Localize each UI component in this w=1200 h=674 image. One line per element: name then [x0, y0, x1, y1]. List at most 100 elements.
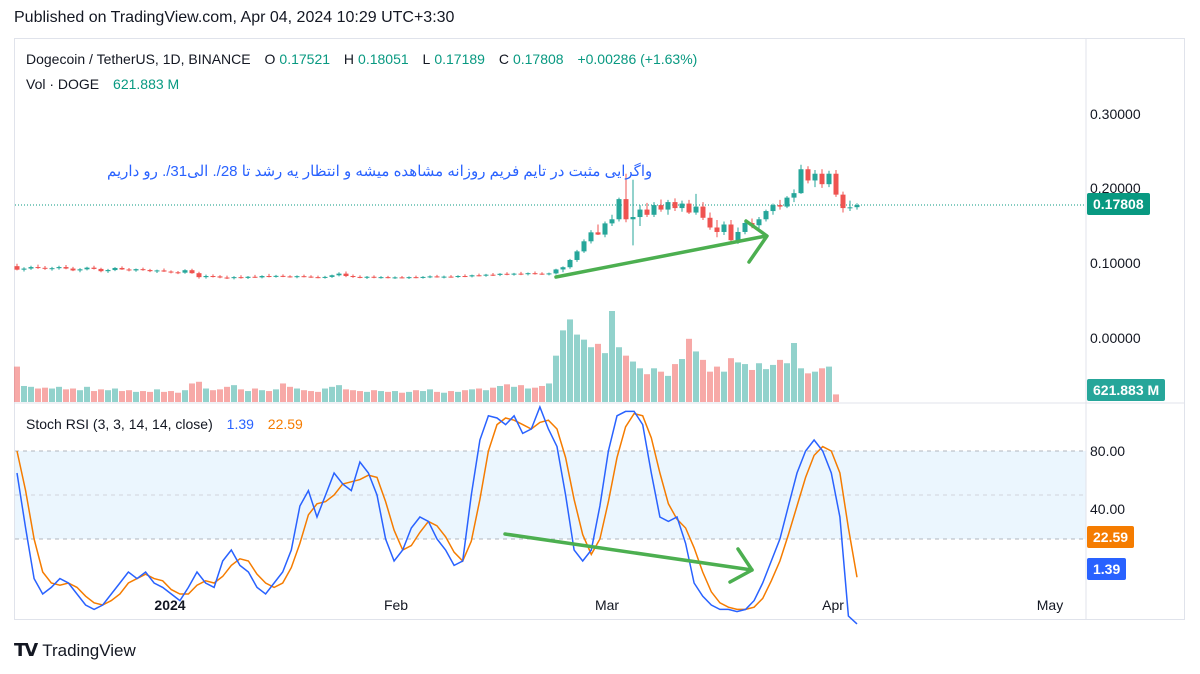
- candle[interactable]: [686, 199, 692, 215]
- candle[interactable]: [798, 164, 804, 194]
- volume-bar[interactable]: [91, 391, 97, 402]
- volume-bar[interactable]: [161, 391, 167, 402]
- volume-bar[interactable]: [441, 392, 447, 402]
- candle[interactable]: [77, 268, 83, 273]
- candle[interactable]: [609, 214, 615, 226]
- volume-bar[interactable]: [301, 390, 307, 402]
- candle[interactable]: [378, 276, 384, 279]
- volume-bar[interactable]: [371, 390, 377, 402]
- volume-bar[interactable]: [98, 389, 104, 402]
- volume-bar[interactable]: [455, 391, 461, 402]
- volume-bar[interactable]: [469, 389, 475, 402]
- volume-bar[interactable]: [476, 388, 482, 402]
- candle[interactable]: [245, 276, 251, 280]
- volume-bar[interactable]: [385, 391, 391, 402]
- candle[interactable]: [763, 209, 769, 222]
- volume-bar[interactable]: [203, 388, 209, 402]
- volume-bar[interactable]: [35, 388, 41, 402]
- candle[interactable]: [420, 276, 426, 279]
- volume-bar[interactable]: [749, 369, 755, 402]
- candle[interactable]: [826, 170, 832, 188]
- volume-bar[interactable]: [735, 362, 741, 402]
- volume-bar[interactable]: [504, 384, 510, 402]
- candle[interactable]: [728, 220, 734, 244]
- candle[interactable]: [119, 266, 125, 270]
- candle[interactable]: [637, 205, 643, 226]
- volume-bar[interactable]: [630, 361, 636, 402]
- candle[interactable]: [21, 267, 27, 272]
- candle[interactable]: [42, 265, 48, 270]
- candle[interactable]: [546, 272, 552, 276]
- volume-bar[interactable]: [553, 355, 559, 402]
- candle[interactable]: [427, 275, 433, 279]
- volume-bar[interactable]: [21, 385, 27, 402]
- volume-bar[interactable]: [210, 390, 216, 402]
- volume-bar[interactable]: [357, 391, 363, 402]
- stoch-rsi-d-line[interactable]: [16, 412, 858, 611]
- volume-bar[interactable]: [392, 391, 398, 402]
- volume-bar[interactable]: [56, 386, 62, 402]
- volume-bar[interactable]: [784, 363, 790, 402]
- volume-bar[interactable]: [448, 391, 454, 402]
- volume-bar[interactable]: [364, 391, 370, 402]
- candle[interactable]: [196, 271, 202, 279]
- candle[interactable]: [322, 275, 328, 279]
- candle[interactable]: [742, 221, 748, 235]
- volume-bar[interactable]: [616, 347, 622, 402]
- candle[interactable]: [182, 269, 188, 274]
- volume-bar[interactable]: [154, 389, 160, 402]
- candle[interactable]: [287, 275, 293, 278]
- candle[interactable]: [168, 270, 174, 274]
- volume-bar[interactable]: [560, 330, 566, 402]
- volume-bar[interactable]: [714, 366, 720, 402]
- candle[interactable]: [301, 274, 307, 278]
- volume-bar[interactable]: [238, 389, 244, 402]
- volume-bar[interactable]: [574, 334, 580, 402]
- volume-bar[interactable]: [770, 364, 776, 402]
- volume-bar[interactable]: [742, 364, 748, 402]
- candle[interactable]: [84, 266, 90, 271]
- volume-bar[interactable]: [308, 391, 314, 402]
- volume-bar[interactable]: [812, 371, 818, 402]
- candle[interactable]: [665, 199, 671, 215]
- candle[interactable]: [497, 273, 503, 277]
- volume-label[interactable]: Vol · DOGE: [26, 76, 100, 92]
- candle[interactable]: [217, 275, 223, 279]
- candle[interactable]: [385, 275, 391, 279]
- candle[interactable]: [567, 258, 573, 269]
- candle[interactable]: [574, 249, 580, 262]
- volume-bar[interactable]: [581, 339, 587, 402]
- candle[interactable]: [238, 275, 244, 279]
- candle[interactable]: [672, 198, 678, 212]
- volume-bar[interactable]: [168, 391, 174, 402]
- candle[interactable]: [350, 274, 356, 278]
- candle[interactable]: [833, 169, 839, 197]
- volume-bar[interactable]: [231, 385, 237, 402]
- candle[interactable]: [336, 272, 342, 277]
- volume-bar[interactable]: [567, 319, 573, 402]
- volume-bar[interactable]: [532, 387, 538, 402]
- candle[interactable]: [126, 267, 132, 272]
- candle[interactable]: [413, 275, 419, 279]
- candle[interactable]: [91, 265, 97, 270]
- candle[interactable]: [203, 274, 209, 279]
- candle[interactable]: [105, 268, 111, 273]
- volume-bar[interactable]: [259, 390, 265, 402]
- candle[interactable]: [588, 230, 594, 244]
- candle[interactable]: [819, 169, 825, 188]
- volume-bar[interactable]: [77, 390, 83, 402]
- volume-bar[interactable]: [539, 385, 545, 402]
- volume-bar[interactable]: [798, 368, 804, 402]
- candle[interactable]: [518, 271, 524, 276]
- stoch-rsi-k-line[interactable]: [16, 404, 858, 625]
- candle[interactable]: [308, 275, 314, 278]
- candle[interactable]: [462, 274, 468, 278]
- volume-bar[interactable]: [378, 391, 384, 402]
- candle[interactable]: [294, 275, 300, 279]
- volume-bar[interactable]: [252, 388, 258, 402]
- candle[interactable]: [756, 217, 762, 230]
- volume-bar[interactable]: [721, 371, 727, 402]
- volume-bar[interactable]: [406, 391, 412, 402]
- candle[interactable]: [644, 202, 650, 218]
- candle[interactable]: [63, 264, 69, 270]
